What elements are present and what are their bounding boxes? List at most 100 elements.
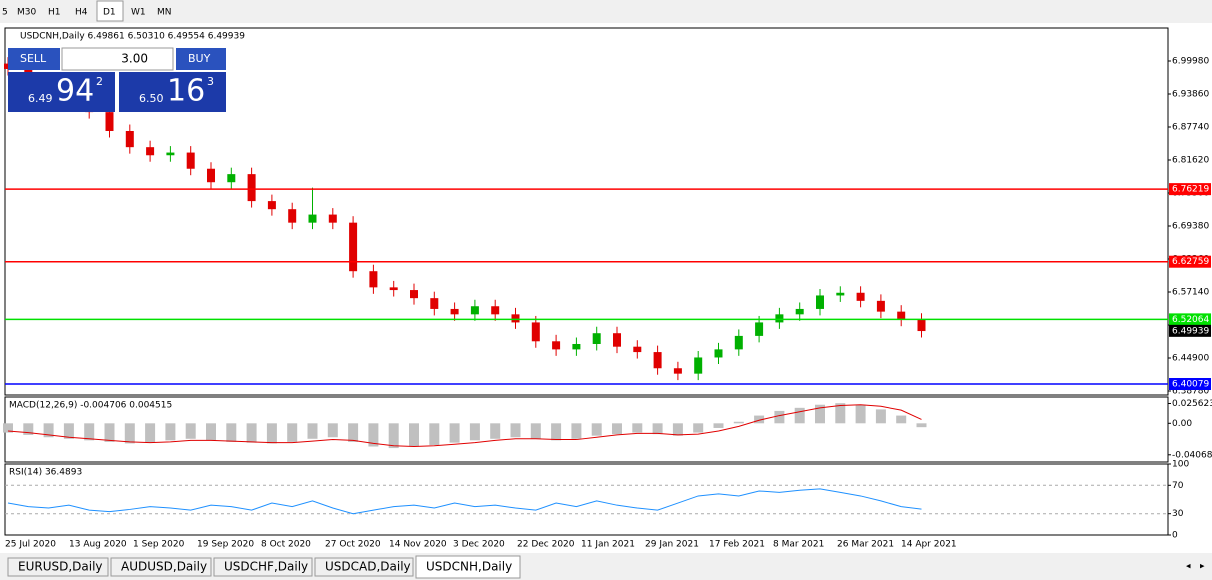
timeframe-button[interactable]: 5 [2,8,8,18]
histogram-bar [490,423,501,439]
symbol-tab-label[interactable]: USDCNH,Daily [426,560,512,574]
timeframe-button[interactable]: MN [157,8,172,18]
symbol-tab[interactable] [7,557,109,577]
y-tick-label: 6.57140 [1172,288,1209,298]
candle-body [308,214,317,223]
candle-body [430,298,439,309]
symbol-tab-label[interactable]: AUDUSD,Daily [121,560,207,574]
histogram-bar [327,423,338,438]
candle-body [470,306,479,315]
candle-body [836,292,845,296]
symbol-tab-label[interactable]: USDCAD,Daily [325,560,411,574]
symbol-tab[interactable] [415,555,521,579]
timeframe-button[interactable]: H1 [48,8,61,18]
histogram-bar [104,423,115,442]
candle-body [166,152,175,156]
x-tick-label: 11 Jan 2021 [581,540,635,550]
candle-body [146,147,155,156]
candle-body [125,130,134,148]
y-tick-label: 6.38780 [1172,387,1209,397]
y-tick-label: -0.040687 [1172,450,1212,460]
histogram-bar [145,423,156,443]
x-tick-label: 27 Oct 2020 [325,540,381,550]
histogram-bar [388,423,399,449]
symbol-tab[interactable] [110,557,212,577]
x-tick-label: 29 Jan 2021 [645,540,699,550]
histogram-bar [672,423,683,436]
histogram-bar [469,423,480,441]
price-pips: 16 [167,74,205,109]
candle-body [633,346,642,353]
price-prefix: 6.49 [28,92,53,105]
symbol-tab-label[interactable]: USDCHF,Daily [224,560,308,574]
last-price-tag [1169,324,1211,337]
indicator-title: RSI(14) 36.4893 [9,468,82,478]
x-tick-label: 17 Feb 2021 [709,540,765,550]
scroll-left[interactable]: ◂ [1186,562,1191,572]
histogram-bar [855,404,866,424]
histogram-bar [754,415,765,424]
scroll-right[interactable]: ▸ [1200,562,1205,572]
candle-body [207,168,215,183]
candle-body [328,214,337,223]
lot-value[interactable]: 3.00 [121,52,148,66]
x-tick-label: 3 Dec 2020 [453,540,505,550]
last-price-label: 6.49939 [1172,326,1209,336]
y-tick-label: 30 [1172,509,1184,519]
lot-field[interactable] [61,47,174,71]
candle-body [592,333,601,344]
histogram-bar [43,423,54,438]
candle-body [450,308,459,315]
histogram-bar [449,423,460,443]
candle-body [673,368,682,374]
candle-body [186,152,195,169]
candle-body [531,322,540,342]
symbol-tab[interactable] [213,557,313,577]
candle-body [389,287,398,291]
candle-body [775,314,784,323]
buy-button[interactable] [176,48,226,70]
sell-button[interactable] [8,48,60,70]
timeframe-button[interactable]: W1 [131,8,146,18]
candle-body [288,209,297,223]
histogram-bar [794,407,805,424]
candle-body [369,271,378,288]
candle-body [694,357,703,374]
candle-body [876,300,885,312]
candle-body [714,349,723,358]
price-box[interactable] [119,72,226,112]
candle-body [247,174,256,202]
histogram-bar [124,423,135,444]
histogram-bar [733,421,744,424]
candle-body [755,322,764,336]
candle-body [349,222,358,272]
histogram-bar [693,423,704,433]
histogram-bar [713,423,724,428]
candle-body [613,333,621,347]
timeframe-button[interactable]: H4 [75,8,88,18]
y-tick-label: 6.81620 [1172,156,1209,166]
price-level-tag [1169,255,1211,268]
buy-label[interactable]: BUY [188,52,211,65]
sell-label[interactable]: SELL [20,52,47,65]
x-tick-label: 25 Jul 2020 [5,540,56,550]
y-tick-label: 70 [1172,481,1184,491]
macd-panel [4,396,1169,463]
indicator-title: MACD(12,26,9) -0.004706 0.004515 [9,401,172,411]
symbol-tab-label[interactable]: EURUSD,Daily [18,560,103,574]
histogram-bar [368,423,379,447]
candle-body [917,319,926,332]
price-level-label: 6.40079 [1172,380,1209,390]
price-box[interactable] [8,72,115,112]
histogram-bar [530,423,541,439]
y-tick-label: 0 [1172,531,1178,541]
rsi-panel [4,463,1169,536]
x-tick-label: 26 Mar 2021 [837,540,894,550]
histogram-bar [246,423,257,443]
y-tick-label: 0.00 [1172,419,1192,429]
timeframe-button[interactable]: M30 [17,8,36,18]
symbol-tab[interactable] [314,557,414,577]
timeframe-button[interactable]: D1 [103,8,116,18]
histogram-bar [591,423,602,436]
